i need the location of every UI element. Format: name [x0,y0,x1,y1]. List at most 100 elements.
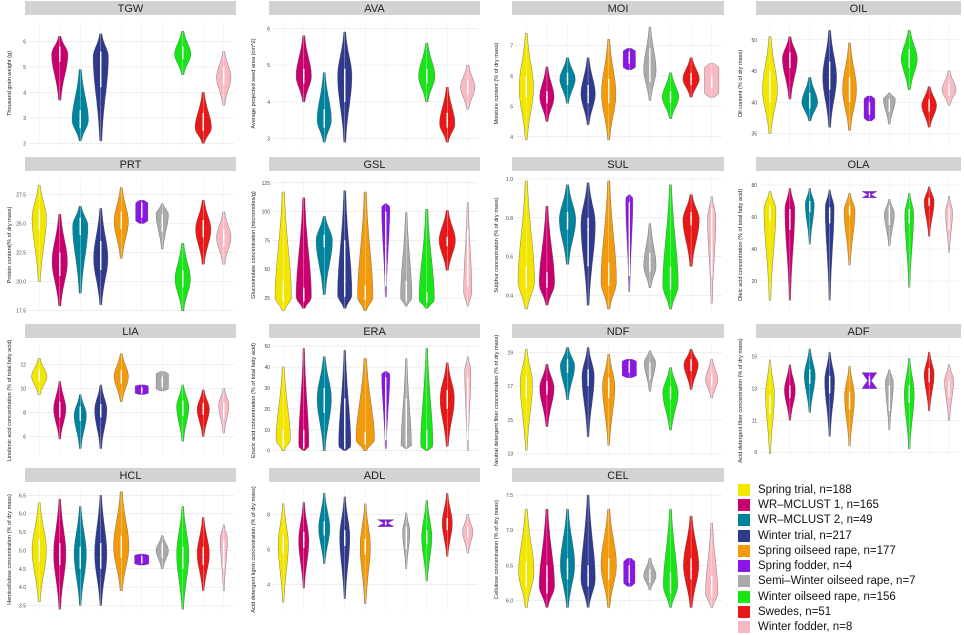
legend-swatch [738,514,750,527]
legend-swatch [738,590,750,603]
violin-iqr-box [100,51,102,88]
violin-median [769,211,771,214]
panel-era: ERA 0 10 20 30 40 50 Erucic acid concentration … [251,324,480,458]
legend-item: Winter trial, n=217 [738,528,960,543]
y-tick-label: 9 [754,450,757,456]
violin-iqr-box [344,68,346,102]
violin-iqr-box [79,110,81,129]
panel-title: ERA [363,326,386,338]
violin-iqr-box [828,207,831,224]
y-tick-label: 13 [507,452,513,458]
violin-median [888,214,891,217]
y-tick-label: 0 [267,449,270,455]
violin-iqr-box [385,211,387,287]
y-tick-label: 8 [267,512,270,518]
violin-iqr-box [789,209,791,230]
panel-title: MOI [608,3,629,15]
violin-iqr-box [364,431,366,445]
violin-iqr-box [587,369,589,387]
panel-strip [512,157,724,171]
violin-median [868,194,871,197]
y-axis-label: Average projected seed area (cm^2) [251,38,257,128]
violin-median [99,255,102,257]
violin-median [908,214,911,217]
violin-median [302,75,305,78]
y-tick-label: 60 [751,215,757,221]
violin-median [546,96,548,99]
violin-median [566,365,569,367]
y-tick-label: 17 [507,384,513,390]
y-tick-label: 6 [23,435,26,441]
y-tick-label: 80 [751,183,757,189]
violin-median [828,382,831,385]
violin-median [140,560,143,563]
violin-median [690,363,692,366]
violin-median [649,574,651,577]
y-tick-label: 40 [264,365,270,371]
y-tick-label: 25 [264,296,270,302]
violin-median [628,365,631,367]
panel-strip [269,157,480,171]
violin-iqr-box [566,211,569,230]
y-tick-label: 11 [752,418,757,424]
y-tick-label: 6 [23,39,26,45]
panel-strip [756,324,961,338]
legend-swatch [738,621,750,634]
y-tick-label: 6.5 [506,563,513,569]
violin-median [628,56,631,59]
panel-title: OLA [847,159,870,171]
violin-median [323,119,326,122]
violin-median [425,75,428,78]
violin-median [710,585,713,588]
y-tick-label: 7.5 [506,493,513,499]
violin-iqr-box [100,543,102,569]
panel-strip [756,1,961,15]
panel-title: HCL [119,470,141,482]
violin-median [649,370,651,372]
legend-item: Semi–Winter oilseed rape, n=7 [738,574,960,589]
violin-median [302,538,305,540]
violin-iqr-box [467,228,469,287]
y-axis-label: Oleic acid concentration (% of total fat… [738,189,744,301]
violin-iqr-box [405,398,407,447]
legend-label: Spring fodder, n=4 [758,560,853,573]
violin-median [282,543,285,546]
violin-median [425,443,428,446]
violin-median [120,219,123,221]
violin-median [607,386,610,389]
y-tick-label: 4 [267,100,270,106]
violin-iqr-box [546,272,548,288]
violin-median [607,277,610,279]
violin-median [928,104,931,107]
violin-median [364,293,367,296]
violin-iqr-box [828,61,831,90]
violin-median [808,374,811,377]
violin-iqr-box [282,429,284,447]
violin-iqr-box [669,266,672,290]
violin-iqr-box [364,285,366,301]
y-tick-label: 5 [267,63,270,69]
violin-iqr-box [525,75,527,98]
violin-median [888,398,891,401]
violin-median [202,227,205,230]
y-tick-label: 4.5 [19,567,26,573]
violin-median [710,246,713,248]
y-tick-label: 3.5 [19,603,26,609]
violin-median [222,236,225,239]
violin-median [769,85,771,88]
legend-item: WR–MCLUST 1, n=165 [738,497,960,512]
y-tick-label: 7.0 [506,528,513,534]
violin-iqr-box [182,46,184,60]
y-tick-label: 12 [20,362,26,368]
violin-iqr-box [711,208,713,277]
violin-iqr-box [323,109,325,128]
violin-iqr-box [446,390,448,409]
violin-median [446,397,449,400]
legend: Spring trial, n=188 WR–MCLUST 1, n=165 WR–… [738,482,960,635]
y-tick-label: 6.0 [19,512,26,518]
y-tick-label: 75 [264,238,270,244]
violin-median [222,409,225,412]
violin-median [649,65,651,68]
panel-tgw: TGW 2 3 4 5 6 Thousand grain weight (g) [7,1,236,147]
violin-iqr-box [948,207,950,230]
